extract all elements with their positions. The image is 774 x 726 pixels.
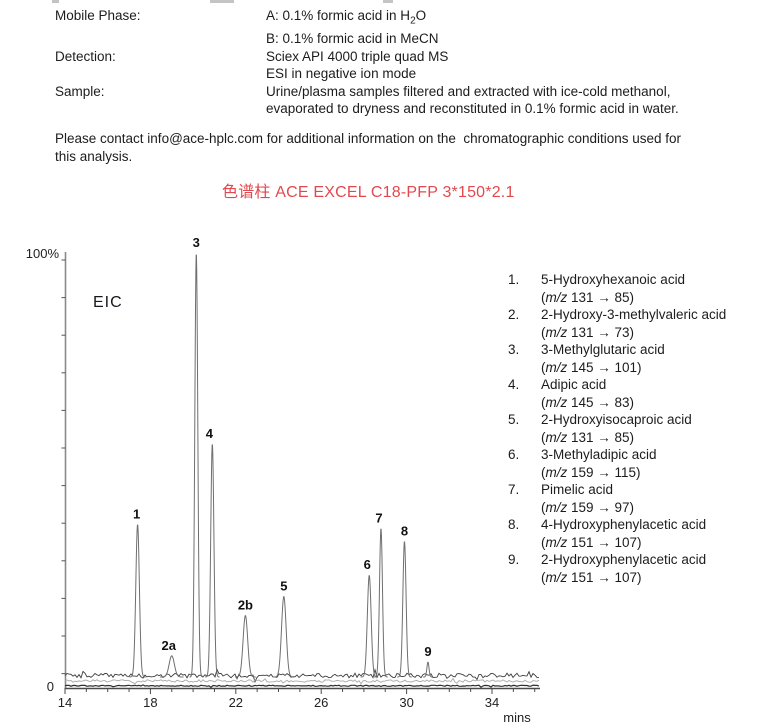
legend-item-body: 2-Hydroxyphenylacetic acid (m/z 151 → 107… [541, 551, 726, 586]
mz-transition: (m/z 159 → 97) [541, 499, 635, 515]
mobile-phase-b: B: 0.1% formic acid in MeCN [266, 31, 439, 47]
peak-legend: 1. 5-Hydroxyhexanoic acid (m/z 131 → 85) 2.… [508, 271, 726, 586]
x-tick-label: 22 [229, 695, 243, 710]
legend-item-body: Adipic acid (m/z 145 → 83) [541, 376, 726, 411]
peak-label-4: 4 [206, 426, 214, 441]
legend-item-number: 8. [508, 517, 520, 532]
spacer-cell [55, 100, 266, 118]
peak-trace-8 [397, 541, 412, 678]
peak-label-2a: 2a [162, 638, 177, 653]
legend-item: 7. Pimelic acid (m/z 159 → 97) [508, 481, 726, 516]
baseline-trace-light [64, 677, 540, 685]
legend-item-body: 2-Hydroxy-3-methylvaleric acid (m/z 131 →… [541, 306, 726, 341]
legend-item: 2. 2-Hydroxy-3-methylvaleric acid (m/z 131… [508, 306, 726, 341]
x-tick-label: 26 [314, 695, 328, 710]
peak-trace-3 [189, 254, 204, 678]
legend-item-number: 3. [508, 342, 520, 357]
baseline-trace-dark [64, 668, 540, 684]
mz-transition: (m/z 131 → 85) [541, 429, 635, 445]
peak-label-6: 6 [364, 557, 371, 572]
legend-item-body: 4-Hydroxyphenylacetic acid (m/z 151 → 107… [541, 516, 726, 551]
cropped-text-artifact [210, 0, 234, 3]
baseline-trace-flat [64, 684, 540, 689]
compound-name: 4-Hydroxyphenylacetic acid [541, 517, 707, 532]
peak-trace-2b [235, 615, 256, 678]
spacer-cell [55, 30, 266, 48]
legend-item: 5. 2-Hydroxyisocaproic acid (m/z 131 → 85) [508, 411, 726, 446]
peak-trace-7 [374, 528, 388, 678]
peak-label-9: 9 [424, 644, 431, 659]
peak-trace-4 [205, 444, 220, 678]
x-tick-label: 14 [58, 695, 72, 710]
x-tick-label: 18 [143, 695, 157, 710]
legend-item-number: 9. [508, 552, 520, 567]
compound-name: 3-Methyladipic acid [541, 447, 657, 462]
x-tick-label: 30 [399, 695, 413, 710]
legend-item: 1. 5-Hydroxyhexanoic acid (m/z 131 → 85) [508, 271, 726, 306]
legend-item-body: 3-Methylglutaric acid (m/z 145 → 101) [541, 341, 726, 376]
spacer-cell [55, 65, 266, 83]
mz-transition: (m/z 145 → 83) [541, 394, 635, 410]
legend-item-number: 4. [508, 377, 520, 392]
peak-trace-6 [360, 575, 378, 678]
legend-item: 4. Adipic acid (m/z 145 → 83) [508, 376, 726, 411]
compound-name: 3-Methylglutaric acid [541, 342, 665, 357]
cropped-text-artifact [383, 0, 393, 3]
plot-title-eic: EIC [93, 294, 123, 311]
legend-item-number: 2. [508, 307, 520, 322]
y-axis-max-label: 100% [26, 246, 60, 261]
legend-item: 6. 3-Methyladipic acid (m/z 159 → 115) [508, 446, 726, 481]
compound-name: 2-Hydroxy-3-methylvaleric acid [541, 307, 727, 322]
mobile-phase-a: A: 0.1% formic acid in H2O [266, 8, 427, 27]
mz-transition: (m/z 131 → 85) [541, 289, 635, 305]
mz-transition: (m/z 151 → 107) [541, 534, 642, 550]
legend-item-number: 5. [508, 412, 520, 427]
legend-item: 8. 4-Hydroxyphenylacetic acid (m/z 151 → 1… [508, 516, 726, 551]
conditions-table: Mobile Phase: A: 0.1% formic acid in H2O… [55, 7, 679, 118]
x-tick-label: 34 [485, 695, 499, 710]
mobile-phase-label: Mobile Phase: [55, 8, 141, 23]
x-axis-unit-label: mins [503, 710, 531, 725]
mz-transition: (m/z 159 → 115) [541, 464, 641, 480]
peak-trace-2a [160, 655, 184, 678]
compound-name: Adipic acid [541, 377, 607, 392]
legend-item-body: 2-Hydroxyisocaproic acid (m/z 131 → 85) [541, 411, 726, 446]
detection-value-2: ESI in negative ion mode [266, 66, 417, 82]
column-title: 色谱柱 ACE EXCEL C18-PFP 3*150*2.1 [222, 184, 515, 201]
mz-transition: (m/z 131 → 73) [541, 324, 635, 340]
contact-note: Please contact info@ace-hplc.com for add… [55, 131, 682, 164]
legend-item-number: 6. [508, 447, 520, 462]
peak-trace-1 [129, 524, 146, 678]
peak-label-7: 7 [375, 511, 382, 526]
sample-label: Sample: [55, 83, 105, 99]
legend-item-number: 1. [508, 272, 520, 287]
peak-label-8: 8 [401, 523, 408, 538]
compound-name: 2-Hydroxyisocaproic acid [541, 412, 692, 427]
mz-transition: (m/z 145 → 101) [541, 359, 642, 375]
sample-value-1: Urine/plasma samples filtered and extrac… [266, 83, 671, 99]
detection-label: Detection: [55, 48, 116, 64]
legend-item: 9. 2-Hydroxyphenylacetic acid (m/z 151 → 1… [508, 551, 726, 586]
legend-item-body: 5-Hydroxyhexanoic acid (m/z 131 → 85) [541, 271, 726, 306]
cropped-text-artifact [52, 0, 59, 3]
peak-trace-9 [423, 661, 433, 678]
y-axis-min-label: 0 [47, 679, 54, 694]
compound-name: Pimelic acid [541, 482, 614, 497]
peak-label-3: 3 [193, 235, 200, 250]
compound-name: 5-Hydroxyhexanoic acid [541, 272, 686, 287]
legend-item-body: 3-Methyladipic acid (m/z 159 → 115) [541, 446, 726, 481]
legend-item-body: Pimelic acid (m/z 159 → 97) [541, 481, 726, 516]
mz-transition: (m/z 151 → 107) [541, 569, 642, 585]
peak-label-1: 1 [133, 506, 140, 521]
peak-trace-5 [273, 596, 295, 678]
legend-item-number: 7. [508, 482, 520, 497]
detection-value-1: Sciex API 4000 triple quad MS [266, 48, 449, 64]
peak-label-2b: 2b [238, 598, 253, 613]
legend-item: 3. 3-Methylglutaric acid (m/z 145 → 101) [508, 341, 726, 376]
compound-name: 2-Hydroxyphenylacetic acid [541, 552, 707, 567]
sample-value-2: evaporated to dryness and reconstituted … [266, 101, 679, 117]
peak-label-5: 5 [280, 578, 287, 593]
